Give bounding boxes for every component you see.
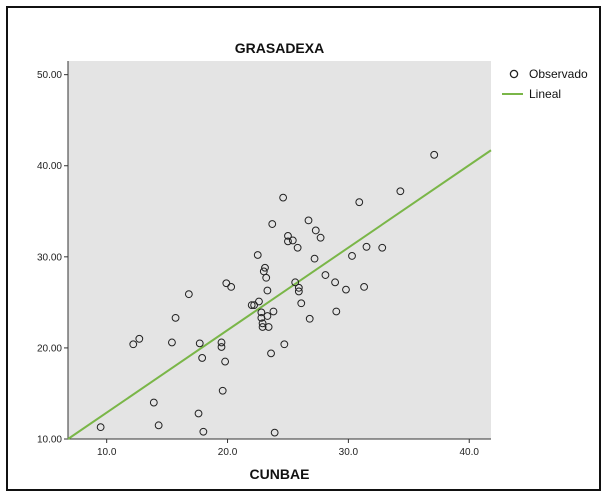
data-point	[284, 237, 292, 246]
data-point	[194, 409, 203, 418]
data-point	[310, 254, 319, 263]
data-point	[263, 286, 272, 295]
data-point	[332, 307, 341, 316]
data-point	[284, 231, 292, 240]
data-point	[304, 216, 313, 225]
data-point	[257, 308, 266, 317]
x-tick-label: 20.0	[218, 447, 238, 458]
data-point	[396, 187, 405, 196]
x-tick-label: 40.0	[460, 447, 480, 458]
data-point	[378, 243, 387, 252]
x-tick-label: 10.0	[97, 447, 117, 458]
data-point	[221, 357, 230, 366]
data-point	[430, 150, 439, 159]
data-point	[149, 398, 158, 407]
axes: 10.0 20.0 30.0 40.0 10.00 20.00 30.00 40.00 50.0…	[37, 61, 491, 458]
data-point	[135, 334, 144, 343]
data-point	[264, 323, 273, 331]
data-point	[255, 297, 263, 306]
data-point	[250, 301, 259, 310]
data-point	[258, 319, 267, 328]
data-point	[294, 283, 303, 292]
data-point	[267, 349, 275, 358]
data-point	[348, 252, 356, 260]
data-point	[268, 220, 277, 228]
data-point	[297, 299, 306, 308]
plot-area	[68, 61, 491, 439]
data-point	[342, 285, 350, 294]
data-point	[199, 427, 208, 436]
data-point	[270, 428, 279, 437]
data-point	[263, 312, 272, 320]
data-point	[316, 233, 325, 242]
data-point	[247, 301, 256, 310]
data-point	[291, 278, 300, 287]
data-point	[288, 236, 297, 245]
x-axis-label: CUNBAE	[250, 466, 310, 482]
y-tick-label: 40.00	[37, 161, 62, 172]
data-point	[129, 340, 138, 349]
y-tick-label: 50.00	[37, 70, 62, 81]
data-point	[154, 421, 163, 430]
data-point	[321, 271, 330, 279]
data-point	[184, 290, 193, 299]
data-point	[217, 338, 226, 347]
data-point	[258, 323, 267, 331]
data-point	[331, 278, 339, 287]
x-tick-label: 30.0	[339, 447, 359, 458]
data-point	[360, 282, 369, 291]
data-point	[217, 343, 226, 351]
y-tick-label: 10.00	[37, 435, 62, 446]
data-point	[305, 314, 314, 323]
data-point	[171, 313, 180, 322]
data-point	[294, 287, 303, 296]
data-point	[168, 338, 176, 347]
data-point	[96, 423, 105, 432]
data-point	[261, 263, 269, 272]
data-point	[279, 193, 288, 202]
fit-line-layer	[67, 149, 492, 440]
data-point	[311, 226, 320, 235]
y-tick-label: 30.00	[37, 252, 62, 263]
data-point	[227, 282, 236, 291]
data-point	[355, 198, 364, 207]
data-point	[269, 307, 278, 316]
points-layer	[96, 150, 439, 437]
chart-title: GRASADEXA	[235, 40, 324, 56]
data-point	[222, 279, 231, 288]
data-point	[293, 243, 302, 252]
legend-marker-observed	[509, 69, 519, 79]
data-point	[253, 251, 262, 259]
y-tick-label: 20.00	[37, 343, 62, 354]
legend: Observado Lineal	[502, 67, 588, 101]
data-point	[195, 339, 204, 348]
data-point	[262, 273, 271, 282]
legend-label-observed: Observado	[529, 67, 588, 81]
data-point	[280, 340, 289, 349]
data-point	[362, 242, 371, 251]
data-point	[198, 354, 207, 362]
data-point	[218, 386, 227, 395]
legend-label-fit: Lineal	[529, 87, 561, 101]
fit-line	[67, 149, 492, 440]
